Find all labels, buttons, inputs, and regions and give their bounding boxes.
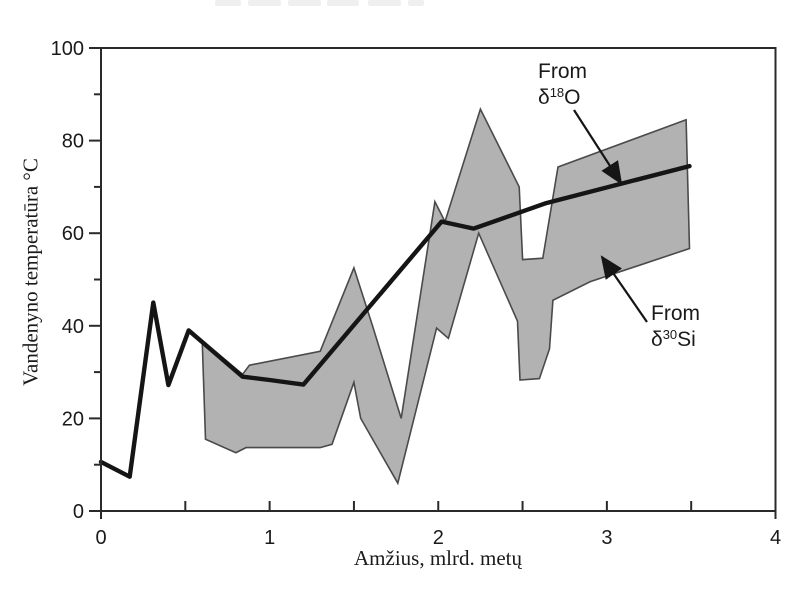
band-d30si [201, 106, 691, 486]
x-tick-label: 2 [433, 527, 444, 549]
x-tick-label: 3 [601, 527, 612, 549]
y-tick-label: 40 [62, 316, 84, 338]
annotation-d30si-arrow [600, 255, 648, 323]
cropped-title-remnant [248, 0, 281, 6]
cropped-title-remnant [408, 0, 424, 6]
annotation-d30si-label: From [651, 302, 700, 325]
line-d18o [98, 163, 692, 479]
y-tick-label: 80 [62, 131, 84, 153]
annotation-d18o-label: δ18O [538, 85, 581, 109]
x-tick-label: 4 [770, 527, 781, 549]
x-tick-label: 1 [264, 527, 275, 549]
cropped-title-remnant [327, 0, 359, 6]
x-tick-label: 0 [95, 527, 106, 549]
y-tick-label: 0 [73, 501, 84, 523]
cropped-title-remnant [215, 0, 241, 6]
y-tick-label: 20 [62, 408, 84, 430]
y-tick-label: 60 [62, 223, 84, 245]
y-axis-title: Vandenyno temperatūra °C [18, 158, 43, 386]
y-tick-label: 100 [51, 38, 84, 60]
annotation-d18o-arrow [573, 109, 623, 185]
annotation-d30si-label: δ30Si [651, 327, 696, 351]
annotation-d18o-label: From [538, 60, 587, 83]
x-axis-title: Amžius, mlrd. metų [354, 546, 522, 570]
cropped-title-remnant [368, 0, 401, 6]
cropped-title-remnant [288, 0, 321, 6]
